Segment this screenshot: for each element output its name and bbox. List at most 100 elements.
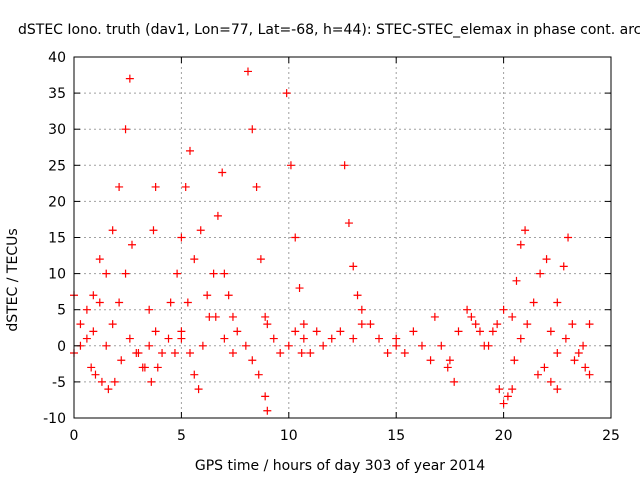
y-tick-label: 40 bbox=[48, 50, 66, 66]
data-point bbox=[553, 298, 562, 307]
data-point bbox=[392, 341, 401, 350]
data-point bbox=[140, 363, 149, 372]
data-point bbox=[585, 370, 594, 379]
data-point bbox=[297, 349, 306, 358]
axis-ticks: 0 5 10 15 20 25 -10 -5 0 5 10 15 20 25 30 35 40 bbox=[43, 50, 620, 444]
data-point bbox=[125, 334, 134, 343]
data-point bbox=[306, 349, 315, 358]
data-point bbox=[213, 211, 222, 220]
data-point bbox=[203, 291, 212, 300]
data-point bbox=[499, 399, 508, 408]
data-point bbox=[503, 392, 512, 401]
data-point bbox=[248, 356, 257, 365]
data-point bbox=[89, 291, 98, 300]
data-point bbox=[463, 305, 472, 314]
data-point bbox=[145, 305, 154, 314]
data-point bbox=[553, 349, 562, 358]
data-point bbox=[467, 312, 476, 321]
data-point bbox=[553, 385, 562, 394]
data-point bbox=[147, 377, 156, 386]
data-point bbox=[409, 327, 418, 336]
data-point bbox=[499, 305, 508, 314]
data-point bbox=[561, 334, 570, 343]
data-point bbox=[95, 255, 104, 264]
data-point bbox=[177, 233, 186, 242]
data-point bbox=[299, 334, 308, 343]
y-tick-label: -5 bbox=[52, 375, 66, 391]
data-point bbox=[299, 320, 308, 329]
data-point bbox=[164, 334, 173, 343]
data-point bbox=[173, 269, 182, 278]
data-points bbox=[70, 67, 594, 415]
data-point bbox=[357, 320, 366, 329]
data-point bbox=[224, 291, 233, 300]
data-point bbox=[89, 327, 98, 336]
data-point bbox=[151, 327, 160, 336]
data-point bbox=[574, 349, 583, 358]
data-point bbox=[228, 312, 237, 321]
data-point bbox=[488, 327, 497, 336]
data-point bbox=[166, 298, 175, 307]
data-point bbox=[516, 240, 525, 249]
data-point bbox=[349, 334, 358, 343]
data-point bbox=[471, 320, 480, 329]
data-point bbox=[564, 233, 573, 242]
data-point bbox=[209, 269, 218, 278]
data-point bbox=[523, 320, 532, 329]
y-tick-label: 0 bbox=[57, 339, 66, 355]
data-point bbox=[366, 320, 375, 329]
data-point bbox=[400, 349, 409, 358]
data-point bbox=[581, 363, 590, 372]
data-point bbox=[181, 182, 190, 191]
data-point bbox=[127, 240, 136, 249]
data-point bbox=[454, 327, 463, 336]
x-axis-label: GPS time / hours of day 303 of year 2014 bbox=[194, 458, 486, 474]
data-point bbox=[340, 161, 349, 170]
data-point bbox=[284, 341, 293, 350]
data-point bbox=[104, 385, 113, 394]
data-point bbox=[353, 291, 362, 300]
data-point bbox=[248, 125, 257, 134]
data-point bbox=[115, 182, 124, 191]
data-point bbox=[533, 370, 542, 379]
y-tick-label: 15 bbox=[48, 231, 66, 247]
data-point bbox=[426, 356, 435, 365]
data-point bbox=[211, 312, 220, 321]
data-point bbox=[540, 363, 549, 372]
data-point bbox=[97, 377, 106, 386]
data-point bbox=[256, 255, 265, 264]
data-point bbox=[568, 320, 577, 329]
data-point bbox=[151, 182, 160, 191]
data-point bbox=[512, 276, 521, 285]
data-point bbox=[82, 334, 91, 343]
data-point bbox=[276, 349, 285, 358]
data-point bbox=[475, 327, 484, 336]
data-point bbox=[254, 370, 263, 379]
data-point bbox=[220, 334, 229, 343]
data-point bbox=[585, 320, 594, 329]
data-point bbox=[559, 262, 568, 271]
data-point bbox=[291, 233, 300, 242]
data-point bbox=[82, 305, 91, 314]
chart-title: dSTEC Iono. truth (dav1, Lon=77, Lat=-68… bbox=[18, 22, 640, 38]
x-tick-label: 15 bbox=[387, 428, 405, 444]
data-point bbox=[76, 320, 85, 329]
data-point bbox=[546, 327, 555, 336]
data-point bbox=[336, 327, 345, 336]
data-point bbox=[263, 406, 272, 415]
data-point bbox=[510, 356, 519, 365]
data-point bbox=[87, 363, 96, 372]
data-point bbox=[521, 226, 530, 235]
data-point bbox=[508, 312, 517, 321]
y-tick-label: 5 bbox=[57, 303, 66, 319]
data-point bbox=[536, 269, 545, 278]
data-point bbox=[117, 356, 126, 365]
data-point bbox=[218, 168, 227, 177]
data-point bbox=[445, 356, 454, 365]
data-point bbox=[508, 385, 517, 394]
data-point bbox=[134, 349, 143, 358]
data-point bbox=[177, 327, 186, 336]
data-point bbox=[529, 298, 538, 307]
data-point bbox=[102, 341, 111, 350]
